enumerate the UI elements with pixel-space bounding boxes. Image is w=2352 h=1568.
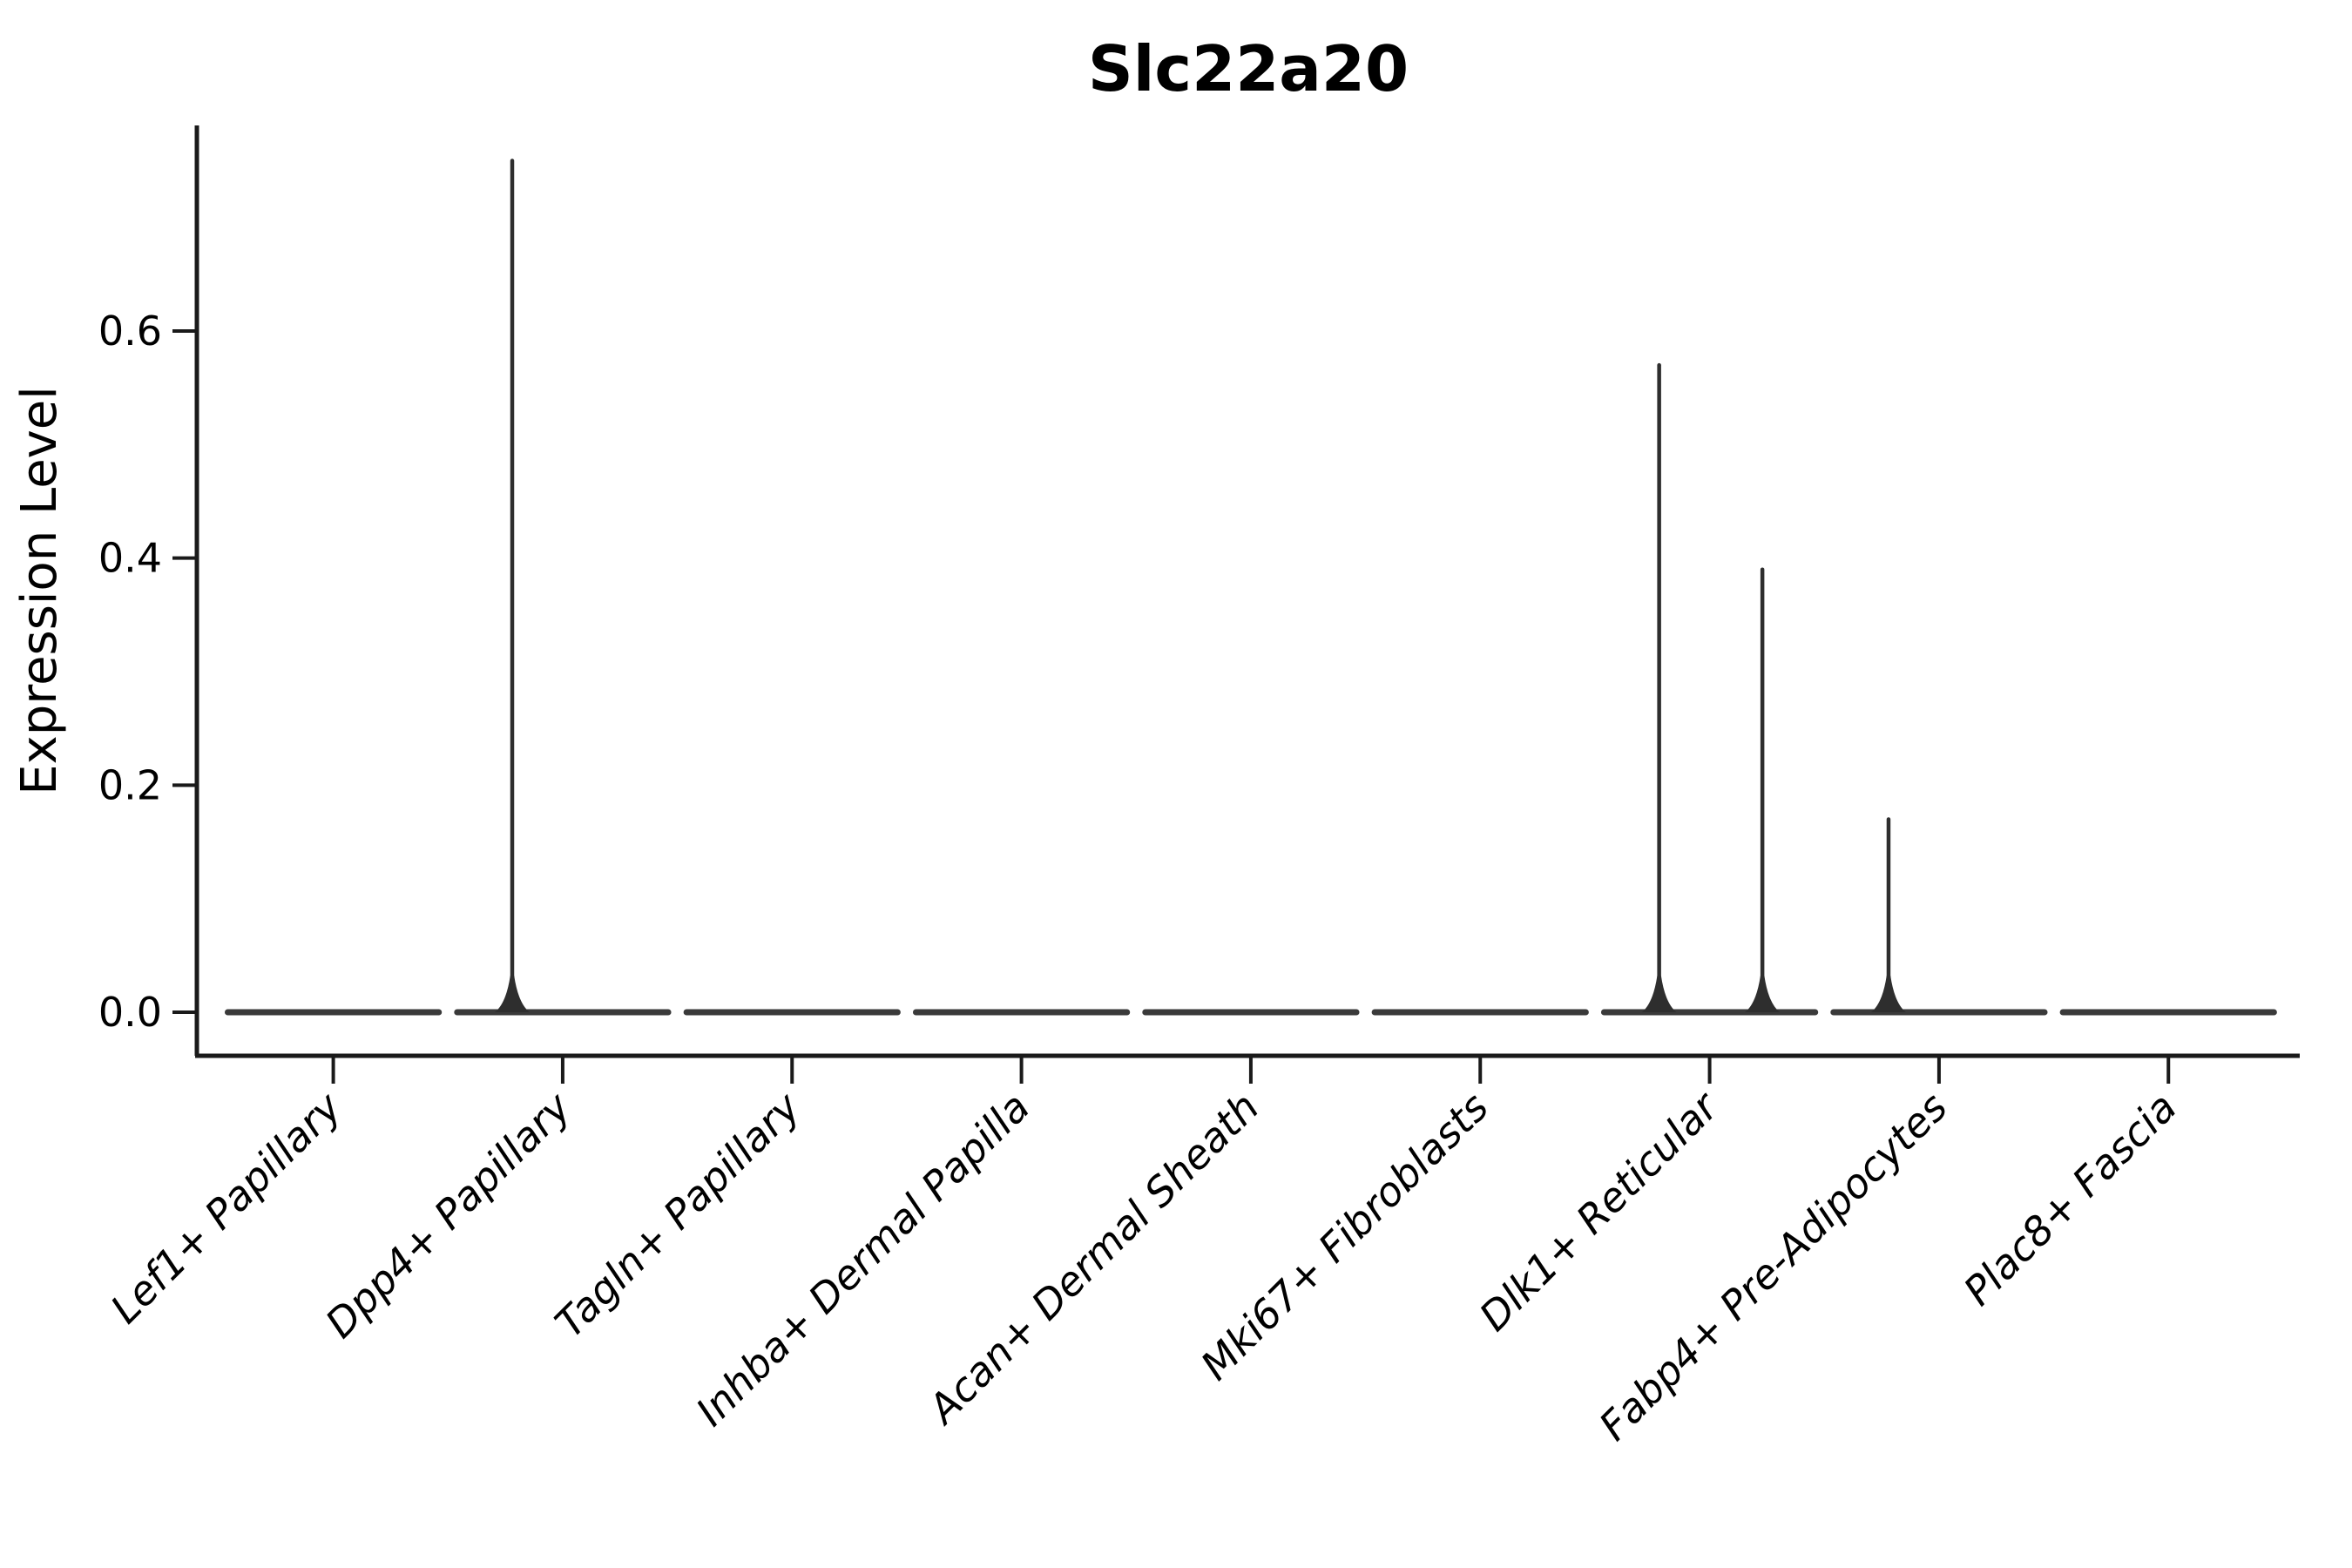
y-tick-label: 0.4 bbox=[98, 535, 162, 582]
y-tick-label: 0.6 bbox=[98, 308, 162, 355]
x-tick-label-category: Lef1+ Papillary bbox=[101, 1083, 350, 1332]
chart-title: Slc22a20 bbox=[1088, 32, 1409, 105]
x-tick-label-category: Tagln+ Papillary bbox=[546, 1083, 810, 1347]
x-tick-label-category: Dlk1+ Reticular bbox=[1470, 1081, 1729, 1340]
x-tick-label-category: Plac8+ Fascia bbox=[1955, 1084, 2186, 1315]
x-tick-label-category: Dpp4+ Papillary bbox=[316, 1083, 580, 1347]
y-tick-label: 0.0 bbox=[98, 989, 162, 1036]
y-axis-label: Expression Level bbox=[11, 386, 68, 795]
y-tick-label: 0.2 bbox=[98, 761, 162, 808]
violin-bodies bbox=[224, 159, 2277, 1016]
y-axis-ticks: 0.0 0.2 0.4 0.6 bbox=[98, 308, 197, 1036]
axis-spines bbox=[194, 125, 2300, 1058]
